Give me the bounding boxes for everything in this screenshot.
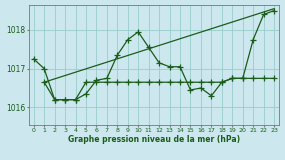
X-axis label: Graphe pression niveau de la mer (hPa): Graphe pression niveau de la mer (hPa) xyxy=(68,135,240,144)
